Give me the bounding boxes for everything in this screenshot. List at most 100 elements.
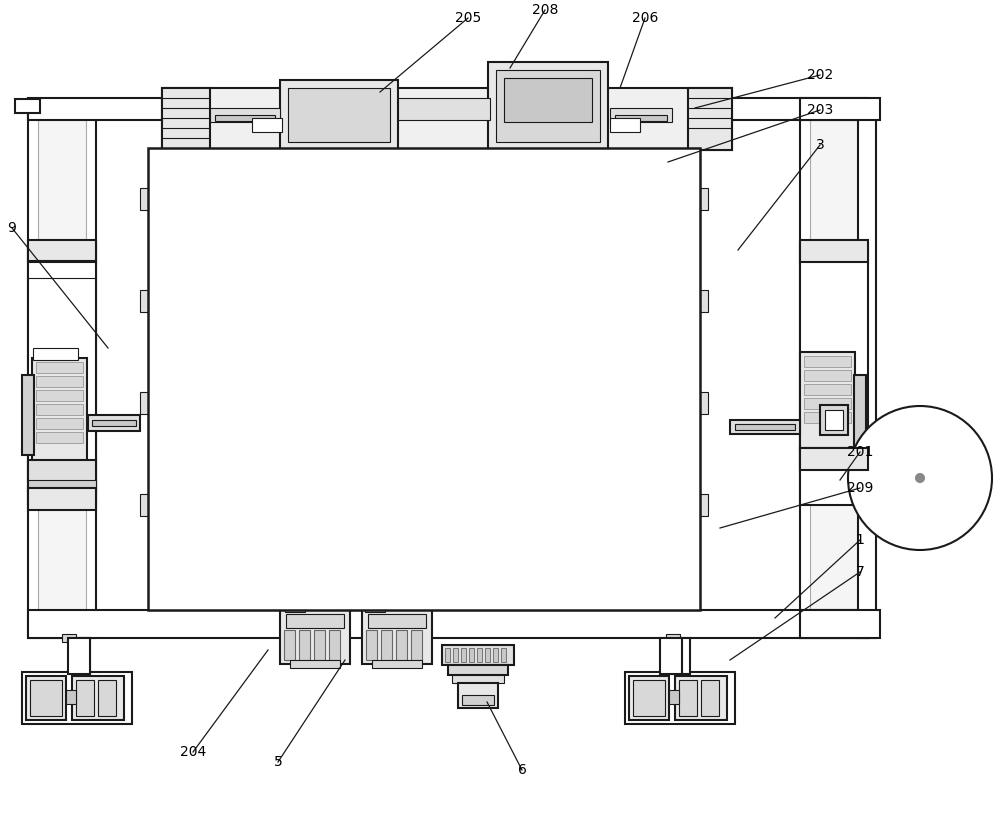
Bar: [36, 376, 83, 387]
Bar: [496, 70, 600, 142]
Bar: [666, 634, 680, 642]
Text: 7: 7: [856, 565, 864, 579]
Text: 204: 204: [180, 745, 206, 759]
Bar: [28, 108, 96, 638]
Bar: [36, 404, 83, 415]
Bar: [610, 118, 640, 132]
Bar: [22, 672, 132, 724]
Text: 205: 205: [455, 11, 481, 25]
Bar: [76, 680, 94, 716]
Bar: [366, 630, 377, 660]
Bar: [38, 112, 86, 634]
Bar: [381, 630, 392, 660]
Bar: [696, 392, 708, 414]
Bar: [696, 494, 708, 516]
Bar: [442, 645, 514, 665]
Text: 9: 9: [8, 221, 16, 235]
Bar: [501, 648, 506, 662]
Bar: [411, 630, 422, 660]
Bar: [98, 680, 116, 716]
Text: 6: 6: [518, 763, 526, 777]
Bar: [800, 108, 868, 638]
Text: 203: 203: [807, 103, 833, 117]
Bar: [488, 62, 608, 150]
Bar: [804, 412, 851, 423]
Bar: [290, 660, 340, 668]
Bar: [36, 362, 83, 373]
Bar: [148, 148, 700, 610]
Bar: [28, 240, 96, 262]
Bar: [140, 392, 152, 414]
Circle shape: [848, 406, 992, 550]
Text: 202: 202: [807, 68, 833, 82]
Bar: [36, 390, 83, 401]
Text: 201: 201: [847, 445, 873, 459]
Bar: [32, 358, 87, 463]
Bar: [660, 638, 682, 674]
Bar: [458, 683, 498, 708]
Bar: [92, 420, 136, 426]
Bar: [215, 115, 275, 121]
Text: 209: 209: [847, 481, 873, 495]
Bar: [66, 690, 76, 704]
Bar: [800, 352, 855, 450]
Bar: [252, 118, 282, 132]
Bar: [825, 410, 843, 430]
Bar: [329, 630, 340, 660]
Bar: [493, 648, 498, 662]
Bar: [210, 108, 280, 122]
Bar: [280, 608, 350, 664]
Bar: [162, 88, 210, 150]
Bar: [28, 245, 96, 505]
Text: 1: 1: [856, 533, 864, 547]
Bar: [26, 676, 66, 720]
Bar: [504, 78, 592, 122]
Text: 206: 206: [632, 11, 658, 25]
Bar: [396, 630, 407, 660]
Bar: [828, 99, 863, 113]
Text: 208: 208: [532, 3, 558, 17]
Bar: [33, 348, 78, 360]
Bar: [804, 370, 851, 381]
Bar: [299, 630, 310, 660]
Bar: [820, 405, 848, 435]
Bar: [280, 80, 398, 150]
Bar: [453, 648, 458, 662]
Bar: [485, 648, 490, 662]
Bar: [314, 630, 325, 660]
Bar: [672, 638, 690, 674]
Bar: [36, 432, 83, 443]
Bar: [288, 88, 390, 142]
Bar: [362, 608, 432, 664]
Bar: [36, 418, 83, 429]
Bar: [669, 690, 679, 704]
Bar: [696, 188, 708, 210]
Bar: [633, 680, 665, 716]
Bar: [800, 448, 855, 466]
Bar: [28, 98, 868, 120]
Bar: [285, 606, 305, 612]
Bar: [810, 112, 858, 634]
Bar: [625, 672, 735, 724]
Bar: [629, 676, 669, 720]
Bar: [28, 610, 868, 638]
Bar: [688, 88, 732, 150]
Bar: [28, 480, 96, 492]
Circle shape: [916, 474, 924, 482]
Bar: [735, 424, 795, 430]
Bar: [800, 98, 880, 120]
Bar: [365, 606, 385, 612]
Bar: [88, 415, 140, 431]
Bar: [368, 614, 426, 628]
Bar: [72, 638, 90, 674]
Text: 5: 5: [274, 755, 282, 769]
Bar: [610, 108, 672, 122]
Bar: [462, 695, 494, 705]
Bar: [140, 290, 152, 312]
Bar: [461, 648, 466, 662]
Bar: [804, 398, 851, 409]
Text: 3: 3: [816, 138, 824, 152]
Bar: [68, 638, 90, 674]
Bar: [800, 610, 880, 638]
Bar: [800, 448, 868, 470]
